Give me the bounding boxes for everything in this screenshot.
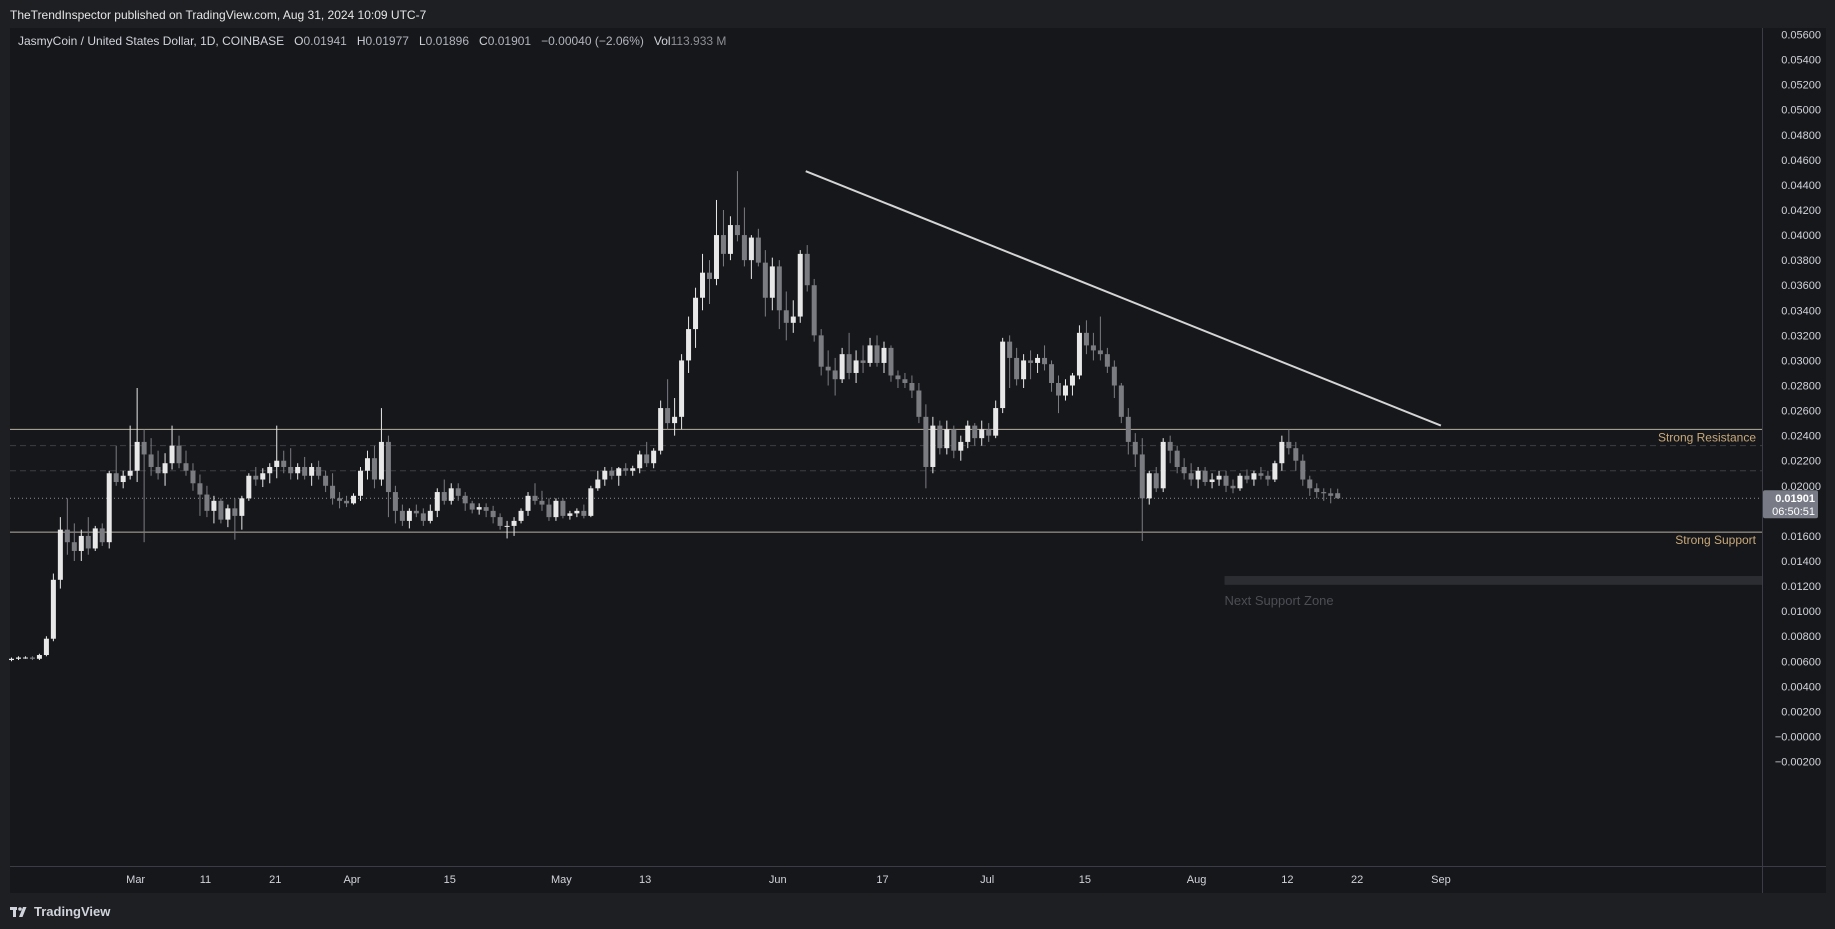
open-label: O [294, 34, 304, 48]
high-value: 0.01977 [365, 34, 409, 48]
axis-corner [1762, 866, 1826, 893]
symbol-label: JasmyCoin / United States Dollar, 1D, CO… [18, 34, 285, 48]
chart-pane[interactable] [10, 28, 1762, 866]
high-label: H [356, 34, 366, 48]
price-axis[interactable] [1762, 28, 1826, 866]
open-value: 0.01941 [303, 34, 347, 48]
volume-value: 113.933 M [670, 34, 727, 48]
tradingview-brand[interactable]: TradingView [34, 904, 111, 919]
change-value: −0.00040 (−2.06%) [541, 34, 644, 48]
chart-legend: JasmyCoin / United States Dollar, 1D, CO… [18, 34, 726, 48]
close-label: C [479, 34, 488, 48]
publisher-bar: TheTrendInspector published on TradingVi… [0, 0, 1835, 27]
publisher-text: TheTrendInspector published on TradingVi… [10, 8, 427, 22]
tradingview-logo-icon[interactable] [10, 905, 32, 919]
low-value: 0.01896 [425, 34, 470, 48]
footer-bar [0, 893, 1835, 929]
close-value: 0.01901 [487, 34, 532, 48]
volume-label: Vol [653, 34, 671, 48]
low-label: L [418, 34, 426, 48]
time-axis[interactable] [10, 866, 1762, 893]
